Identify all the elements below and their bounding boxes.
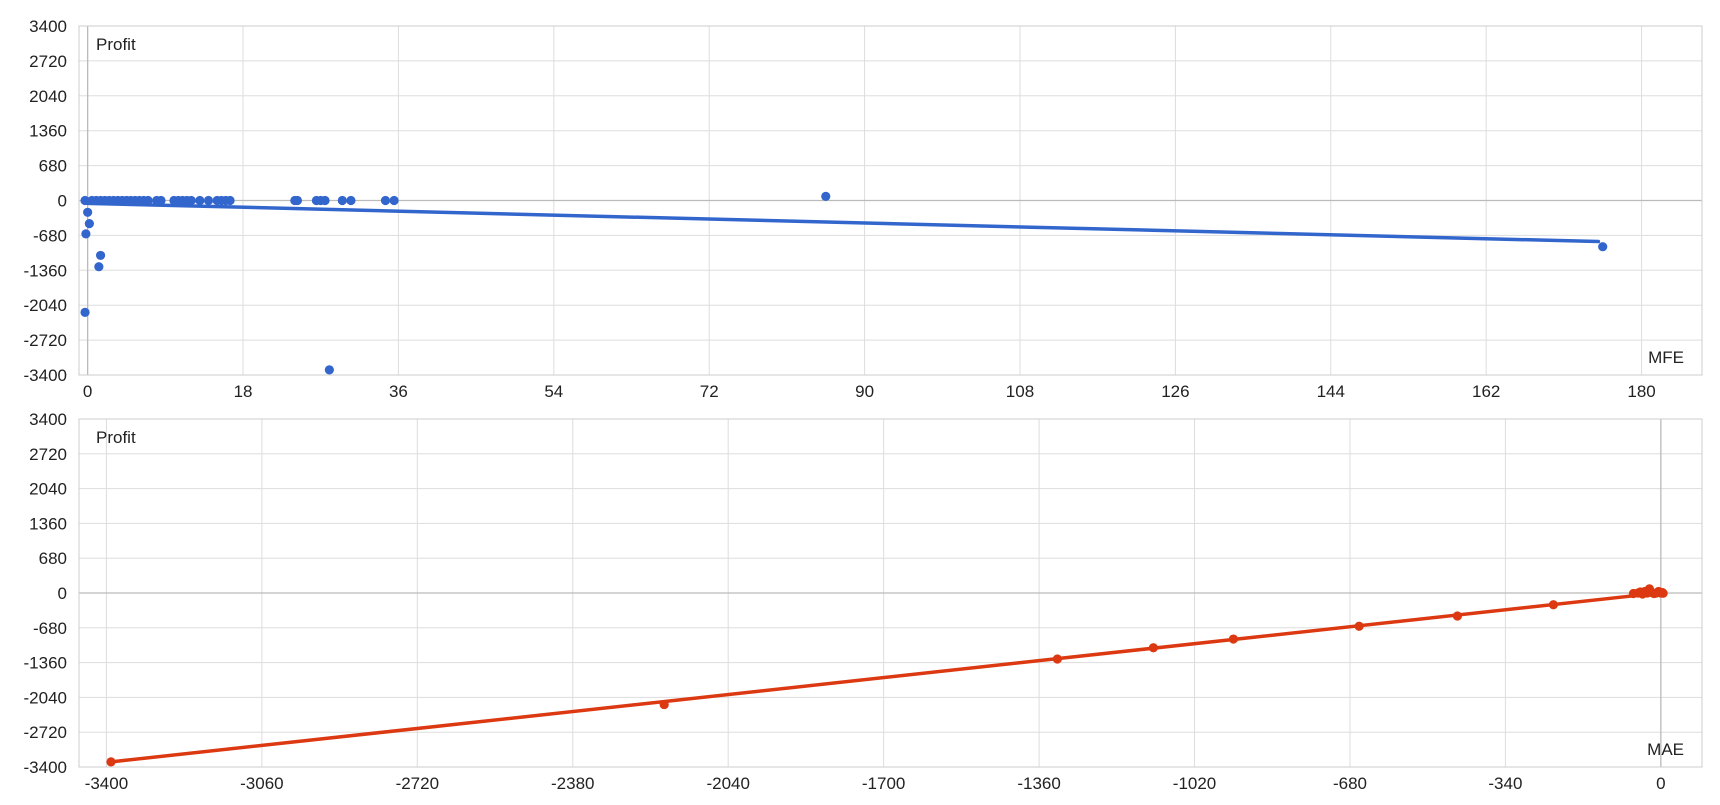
mfe-data-point xyxy=(84,218,94,229)
mfe-x-tick-label: 36 xyxy=(389,382,408,401)
mfe-x-tick-label: 144 xyxy=(1317,382,1345,401)
mfe-x-tick-label: 162 xyxy=(1472,382,1500,401)
mfe-data-point xyxy=(80,307,90,317)
mae-x-tick-label: -680 xyxy=(1333,774,1367,793)
mae-x-tick-label: -1700 xyxy=(862,774,905,793)
mae-data-point xyxy=(1148,643,1158,653)
mae-plot-frame xyxy=(78,418,1703,768)
mfe-x-tick-label: 126 xyxy=(1161,382,1189,401)
mfe-data-point xyxy=(320,195,330,206)
mfe-data-point xyxy=(94,262,104,272)
mae-y-tick-label: 2040 xyxy=(29,480,67,499)
mfe-y-tick-label: -1360 xyxy=(24,261,67,280)
mae-data-point xyxy=(1658,588,1668,598)
mae-y-tick-label: -1360 xyxy=(24,654,67,673)
mfe-data-point xyxy=(380,195,391,206)
mfe-y-tick-label: -2040 xyxy=(24,296,67,315)
mae-data-point xyxy=(1452,611,1463,621)
mfe-data-point xyxy=(83,207,93,217)
mae-data-point xyxy=(659,699,669,710)
mfe-x-tick-label: 90 xyxy=(855,382,874,401)
mfe-y-tick-label: 1360 xyxy=(29,122,67,141)
mae-data-point xyxy=(1354,621,1364,631)
mae-y-tick-label: -680 xyxy=(33,619,67,638)
mfe-data-point xyxy=(156,195,166,206)
mfe-y-tick-label: 3400 xyxy=(29,17,67,36)
mae-data-point xyxy=(1228,634,1238,644)
mfe-x-tick-label: 54 xyxy=(544,382,563,401)
mfe-x-tick-label: 0 xyxy=(83,382,92,401)
mae-y-tick-label: -3400 xyxy=(24,758,67,777)
mae-y-tick-label: -2040 xyxy=(24,688,67,707)
mae-y-axis-title: Profit xyxy=(96,428,136,447)
mfe-x-tick-label: 72 xyxy=(700,382,719,401)
mfe-y-tick-label: -2720 xyxy=(24,331,67,350)
mae-x-tick-label: -2380 xyxy=(551,774,594,793)
mfe-data-point xyxy=(292,195,303,206)
mfe-data-point xyxy=(186,195,196,206)
mfe-plot-frame xyxy=(78,25,1703,376)
mae-y-tick-label: 680 xyxy=(39,549,67,568)
mae-x-tick-label: 0 xyxy=(1656,774,1665,793)
mae-trendline xyxy=(109,593,1638,764)
mfe-y-tick-label: 2040 xyxy=(29,87,67,106)
mae-x-tick-label: -3400 xyxy=(85,774,128,793)
mae-chart: -3400 -3060 -2720 -2380 -2040 -1700 -1360 -1020… xyxy=(24,410,1703,793)
mfe-y-axis-title: Profit xyxy=(96,35,136,54)
mae-y-tick-label: 2720 xyxy=(29,445,67,464)
mae-y-tick-label: 0 xyxy=(58,584,67,603)
mae-x-tick-label: -340 xyxy=(1488,774,1522,793)
mae-data-point xyxy=(1548,600,1559,610)
mfe-data-point xyxy=(80,195,90,206)
mae-x-tick-label: -2040 xyxy=(706,774,749,793)
mfe-y-tick-label: 0 xyxy=(58,192,67,211)
mfe-y-tick-label: -3400 xyxy=(24,366,67,385)
mfe-data-point xyxy=(1598,242,1608,252)
mae-x-tick-label: -1020 xyxy=(1173,774,1216,793)
mae-y-tick-label: 1360 xyxy=(29,514,67,533)
mfe-x-tick-label: 108 xyxy=(1006,382,1034,401)
mae-y-tick-label: 3400 xyxy=(29,410,67,429)
mfe-data-point xyxy=(95,250,106,261)
mfe-data-point xyxy=(821,191,831,201)
mfe-data-point xyxy=(346,195,356,206)
mae-data-point xyxy=(106,757,116,767)
mfe-y-tick-label: -680 xyxy=(33,226,67,245)
mfe-x-tick-label: 18 xyxy=(234,382,253,401)
mfe-x-axis-title: MFE xyxy=(1648,348,1684,367)
mae-x-tick-label: -3060 xyxy=(240,774,283,793)
mae-data-point xyxy=(1052,654,1062,664)
mfe-trendline xyxy=(85,201,1601,244)
mfe-data-point xyxy=(225,195,235,206)
mfe-data-point xyxy=(203,195,214,206)
mfe-data-point xyxy=(143,195,153,206)
mfe-chart: 0 18 36 54 72 90 108 126 144 162 180 3400 2720 2040 13… xyxy=(24,17,1703,401)
mae-x-tick-label: -1360 xyxy=(1017,774,1060,793)
mfe-x-tick-label: 180 xyxy=(1627,382,1655,401)
mfe-data-point xyxy=(389,195,399,206)
mfe-y-tick-label: 2720 xyxy=(29,52,67,71)
mfe-data-point xyxy=(195,195,205,206)
mfe-data-point xyxy=(81,229,91,239)
mae-x-axis-title: MAE xyxy=(1647,740,1684,759)
mae-y-tick-label: -2720 xyxy=(24,723,67,742)
mfe-data-point xyxy=(324,365,334,375)
mfe-y-tick-label: 680 xyxy=(39,157,67,176)
mfe-data-point xyxy=(337,195,347,206)
mae-x-tick-label: -2720 xyxy=(396,774,439,793)
